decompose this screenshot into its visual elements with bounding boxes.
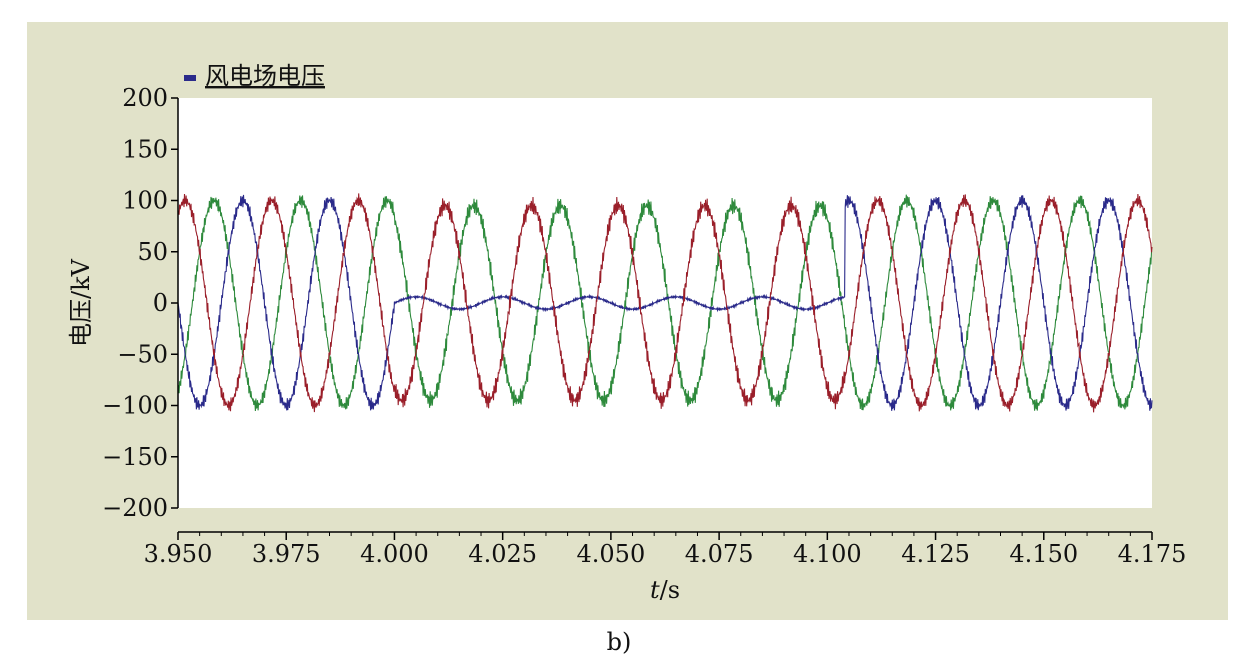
x-tick-label: 4.125 bbox=[901, 540, 970, 568]
y-tick-label: −50 bbox=[117, 340, 168, 368]
y-tick-label: −100 bbox=[102, 392, 168, 420]
legend: 风电场电压 bbox=[184, 62, 325, 90]
x-tick-label: 3.975 bbox=[252, 540, 321, 568]
plot-area bbox=[178, 98, 1152, 508]
x-tick-label: 4.100 bbox=[793, 540, 862, 568]
y-axis-ticks: 200 150 100 50 0 −50 −100 −150 −200 bbox=[102, 84, 178, 522]
x-tick-label: 4.025 bbox=[468, 540, 537, 568]
y-tick-label: 50 bbox=[137, 238, 168, 266]
y-tick-label: 200 bbox=[122, 84, 168, 112]
y-tick-label: −150 bbox=[102, 443, 168, 471]
phase-series-line-2 bbox=[177, 194, 1153, 412]
y-tick-label: 0 bbox=[153, 289, 168, 317]
x-tick-label: 4.150 bbox=[1009, 540, 1078, 568]
y-tick-label: −200 bbox=[102, 494, 168, 522]
y-axis-label: 电压/kV bbox=[67, 258, 95, 347]
chart-panel: 200 150 100 50 0 −50 −100 −150 −200 3.950 3.975 4.… bbox=[27, 22, 1228, 620]
x-axis-label-unit: /s bbox=[660, 576, 680, 604]
x-axis-label: t/s bbox=[650, 576, 680, 604]
phase-series-line-1 bbox=[177, 193, 1153, 413]
voltage-chart: 200 150 100 50 0 −50 −100 −150 −200 3.950 3.975 4.… bbox=[67, 62, 1187, 604]
x-axis-ticks: 3.950 3.975 4.000 4.025 4.050 4.075 4.100 4.125… bbox=[144, 532, 1187, 568]
x-tick-label: 4.000 bbox=[360, 540, 429, 568]
figure-caption: b) bbox=[606, 628, 632, 656]
x-tick-label: 4.075 bbox=[685, 540, 754, 568]
x-tick-label: 4.050 bbox=[577, 540, 646, 568]
legend-swatch bbox=[184, 75, 196, 81]
series-layer bbox=[177, 193, 1153, 413]
x-tick-label: 4.175 bbox=[1118, 540, 1187, 568]
y-tick-label: 150 bbox=[122, 135, 168, 163]
y-tick-label: 100 bbox=[122, 187, 168, 215]
phase-series-line-0 bbox=[177, 194, 1153, 411]
legend-label: 风电场电压 bbox=[205, 62, 325, 90]
x-axis-label-var: t bbox=[650, 576, 660, 604]
x-tick-label: 3.950 bbox=[144, 540, 213, 568]
